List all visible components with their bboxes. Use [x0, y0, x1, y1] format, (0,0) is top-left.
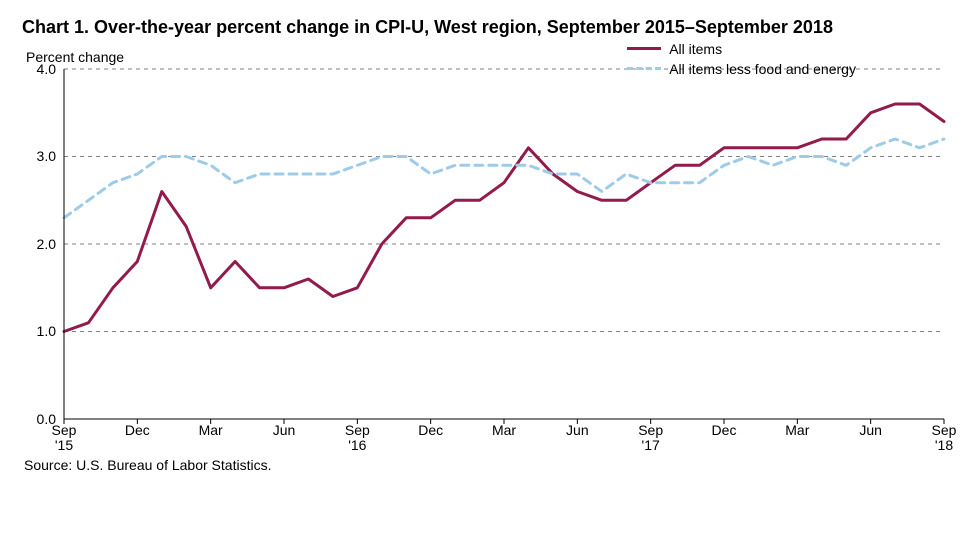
x-tick-label: Sep '16	[345, 419, 370, 454]
chart-svg	[64, 69, 944, 425]
x-tick-label: Mar	[492, 419, 516, 438]
x-tick-label: Sep '17	[638, 419, 663, 454]
legend: All items All items less food and energy	[627, 41, 856, 77]
x-tick-label: Mar	[199, 419, 223, 438]
x-tick-label: Sep '15	[52, 419, 77, 454]
y-tick-label: 3.0	[37, 148, 56, 164]
x-tick-label: Sep '18	[932, 419, 957, 454]
legend-item: All items less food and energy	[627, 61, 856, 77]
chart-source: Source: U.S. Bureau of Labor Statistics.	[20, 419, 958, 473]
legend-swatch	[627, 47, 661, 50]
chart-title: Chart 1. Over-the-year percent change in…	[20, 10, 958, 43]
legend-swatch	[627, 67, 661, 70]
x-tick-label: Dec	[712, 419, 737, 438]
legend-label: All items	[669, 41, 722, 57]
legend-item: All items	[627, 41, 856, 57]
x-tick-label: Mar	[785, 419, 809, 438]
x-tick-label: Jun	[566, 419, 589, 438]
series-line	[64, 139, 944, 218]
legend-label: All items less food and energy	[669, 61, 856, 77]
series-line	[64, 104, 944, 332]
y-tick-label: 2.0	[37, 236, 56, 252]
x-tick-label: Dec	[125, 419, 150, 438]
x-tick-label: Jun	[859, 419, 882, 438]
x-tick-label: Jun	[273, 419, 296, 438]
y-tick-label: 1.0	[37, 323, 56, 339]
y-tick-label: 4.0	[37, 61, 56, 77]
chart-plot-area: 0.01.02.03.04.0Sep '15DecMarJunSep '16De…	[64, 69, 944, 419]
x-tick-label: Dec	[418, 419, 443, 438]
